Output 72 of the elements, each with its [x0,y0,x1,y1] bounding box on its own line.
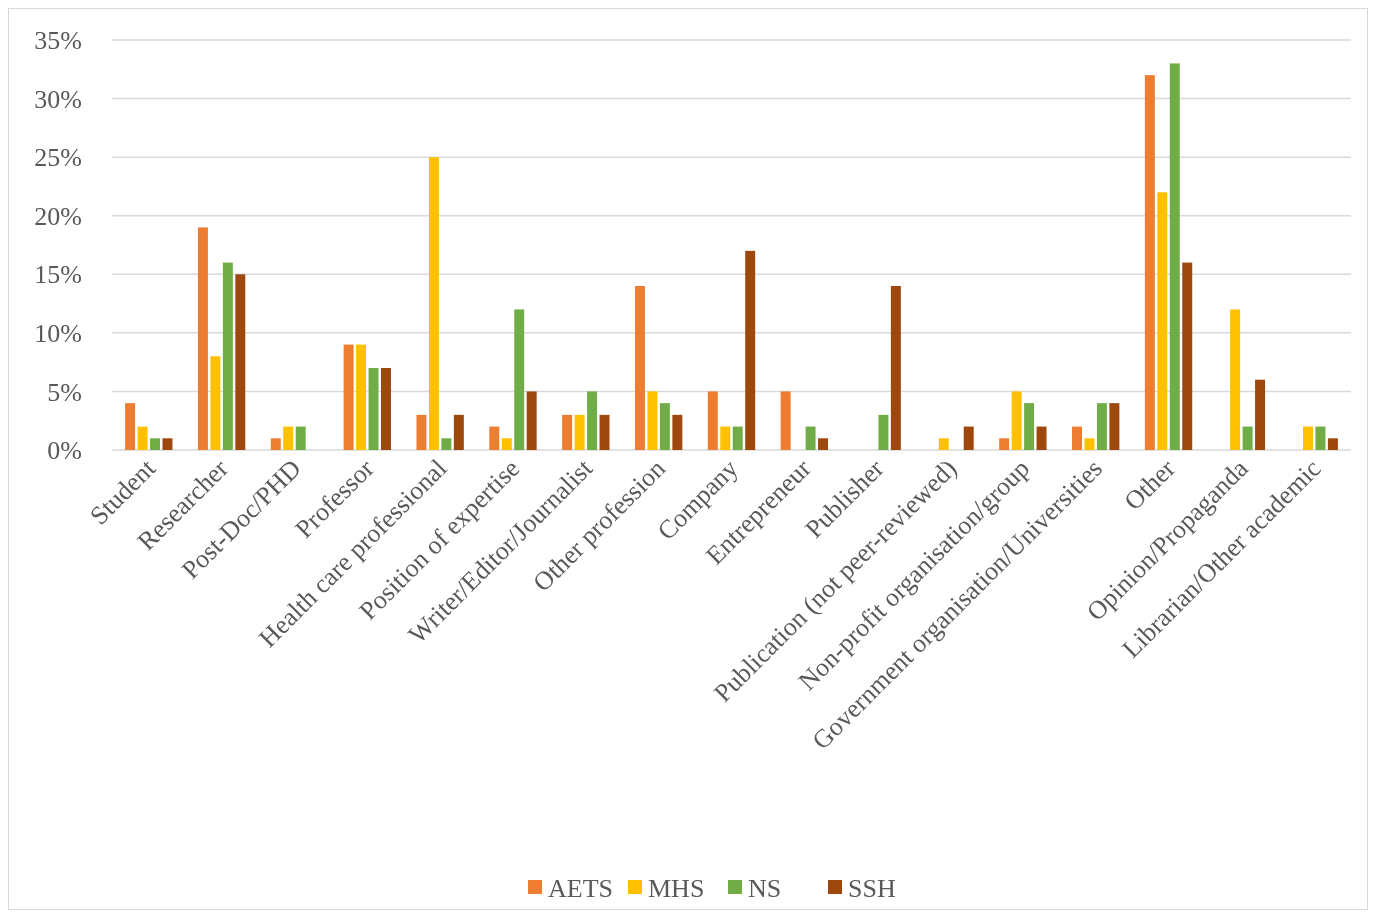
bar [890,286,901,450]
bar [441,438,452,450]
bar [1242,426,1253,450]
bar [634,286,645,450]
bar [125,403,136,450]
bar [283,426,294,450]
bar [1255,379,1266,450]
y-tick-label: 5% [47,377,82,407]
bar [150,438,160,450]
bar [1230,309,1241,450]
bar [1024,403,1035,450]
y-tick-label: 20% [34,201,82,231]
bar [878,414,889,450]
y-tick-label: 15% [34,260,82,290]
bar [672,414,683,450]
legend-label: AETS [548,874,613,904]
bar [745,250,756,450]
bar [210,356,221,450]
bar [659,403,670,450]
bar [587,391,598,450]
bar [707,391,718,450]
bar [137,426,148,450]
bar [343,344,354,450]
bar [416,414,427,450]
bar [1144,75,1155,450]
legend-label: SSH [848,874,896,904]
bar [599,414,610,450]
bar [1327,438,1338,450]
bar [1011,391,1022,450]
bar [999,438,1010,450]
bar [526,391,537,450]
bar [574,414,585,450]
bar [1072,426,1082,450]
bar [270,438,281,450]
bar [805,426,816,450]
bar [162,438,173,450]
bar [381,368,391,450]
bar [963,426,974,450]
bar [222,262,233,450]
bar [368,368,379,450]
bar [1157,192,1168,450]
bar [1315,426,1326,450]
bar [197,227,208,450]
y-tick-label: 10% [34,318,82,348]
bar [1036,426,1047,450]
bar [780,391,791,450]
y-tick-label: 35% [34,26,82,56]
bar [1182,262,1193,450]
bar [1169,63,1180,450]
y-tick-label: 25% [34,143,82,173]
bar [428,157,439,450]
bar [489,426,500,450]
bar [501,438,512,450]
bar [1096,403,1107,450]
bar [514,309,525,450]
bar [356,344,367,450]
bar [818,438,829,450]
bar [562,414,573,450]
bar [1303,426,1313,450]
bar [732,426,743,450]
bar [1084,438,1095,450]
bar [938,438,949,450]
bar [295,426,306,450]
y-tick-label: 30% [34,84,82,114]
legend-label: NS [748,874,782,904]
bar [1109,403,1120,450]
legend-label: MHS [648,874,705,904]
bar [647,391,658,450]
bar [453,414,464,450]
y-tick-label: 0% [47,436,82,466]
bar [235,274,246,450]
bar [720,426,731,450]
